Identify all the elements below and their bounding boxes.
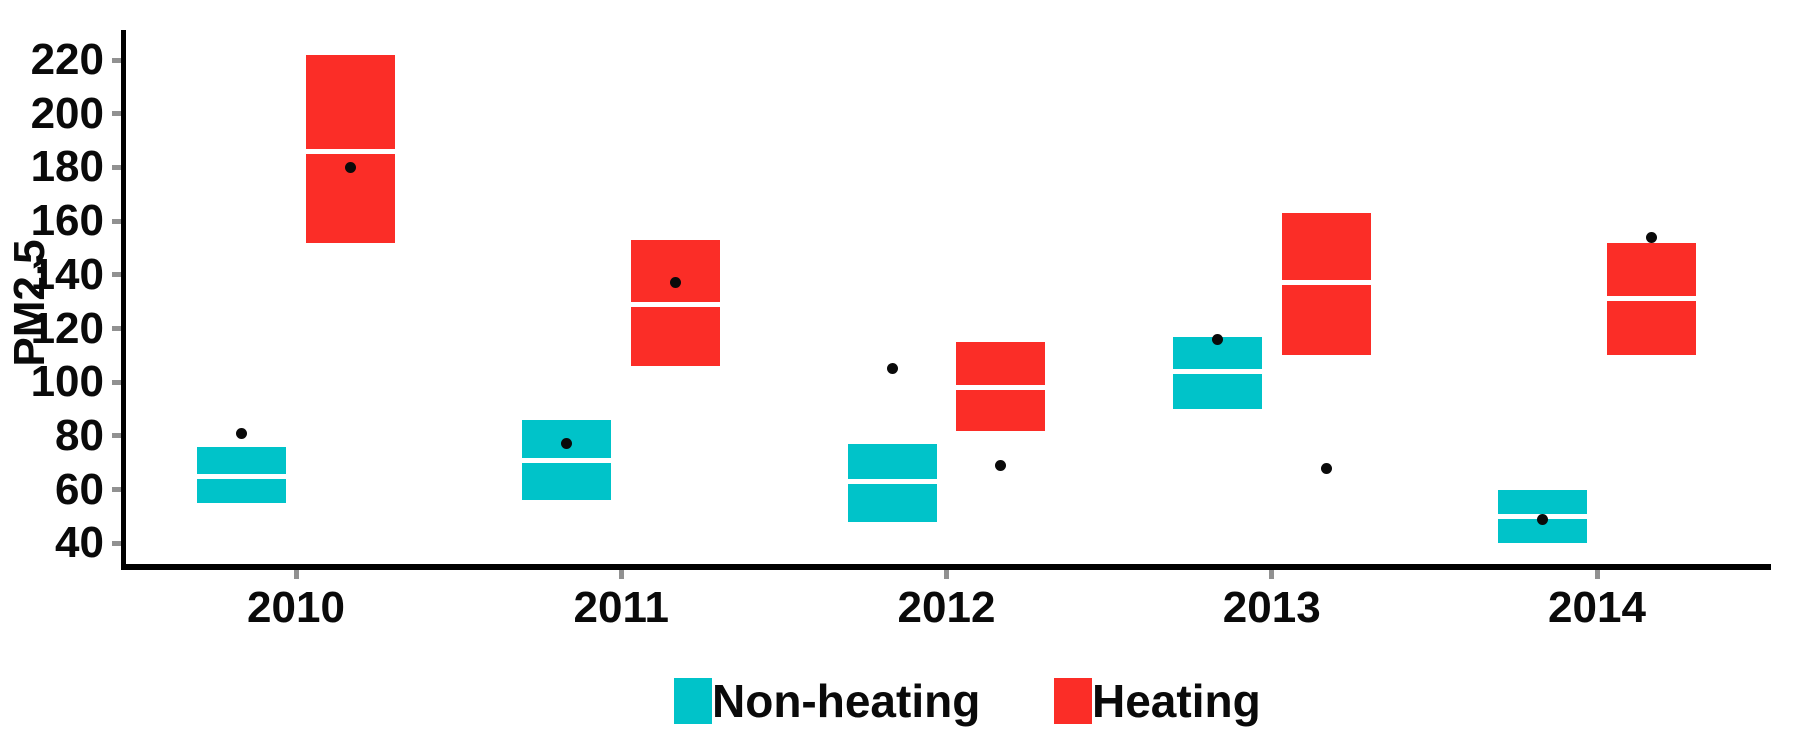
y-tick [112,487,121,493]
x-tick [293,570,299,579]
legend-swatch-heating [1054,678,1092,724]
data-point-heating-2010 [344,161,356,173]
y-tick-label: 180 [30,142,104,192]
median-line-heating-2011 [631,301,721,307]
data-point-non-heating-2012 [886,363,898,375]
y-tick [112,326,121,331]
data-point-heating-2011 [670,277,682,289]
median-line-heating-2014 [1606,296,1696,302]
y-tick [112,164,121,170]
median-line-non-heating-2010 [197,473,287,479]
y-tick [112,111,121,117]
median-line-heating-2013 [1281,280,1371,286]
y-axis-line [121,30,126,570]
median-line-heating-2010 [305,148,395,154]
median-line-non-heating-2011 [522,457,612,463]
legend-label-non-heating: Non-heating [712,675,981,727]
y-tick [112,57,121,63]
data-point-heating-2013 [1320,462,1332,474]
y-tick-label: 40 [55,518,104,568]
x-tick [1269,570,1275,579]
x-tick-label: 2013 [1222,583,1321,632]
y-tick-label: 220 [30,35,104,84]
data-point-heating-2012 [995,459,1007,471]
y-tick-label: 100 [30,357,104,407]
y-tick-label: 140 [30,249,104,299]
legend-item-non-heating: Non-heating [674,672,980,730]
x-tick [944,570,949,579]
legend: Non-heating Heating [0,672,1800,732]
data-point-non-heating-2013 [1211,333,1223,345]
y-tick-label: 80 [55,410,104,460]
box-heating-2010 [305,54,395,243]
x-tick [1594,570,1600,579]
data-point-heating-2014 [1645,231,1657,243]
x-tick-label: 2014 [1548,583,1646,632]
x-tick-label: 2010 [247,583,345,632]
data-point-non-heating-2010 [236,427,248,439]
median-line-non-heating-2013 [1172,368,1262,374]
x-axis-line [121,564,1771,570]
median-line-non-heating-2012 [847,479,937,485]
y-tick-label: 200 [30,88,104,138]
y-tick [112,433,121,439]
y-tick [112,272,121,278]
data-point-non-heating-2014 [1537,513,1549,525]
data-point-non-heating-2011 [561,438,573,450]
y-tick [112,218,121,224]
y-tick-label: 60 [55,464,104,514]
y-tick-label: 120 [30,303,104,353]
x-tick [618,570,624,579]
x-tick-label: 2011 [573,583,669,632]
median-line-heating-2012 [956,385,1046,391]
y-tick-label: 160 [30,196,104,246]
legend-label-heating: Heating [1092,675,1261,727]
legend-item-heating: Heating [1054,672,1261,730]
x-tick-label: 2012 [897,583,996,632]
y-tick [112,540,121,546]
y-tick [112,379,121,385]
legend-swatch-non-heating [674,678,712,724]
